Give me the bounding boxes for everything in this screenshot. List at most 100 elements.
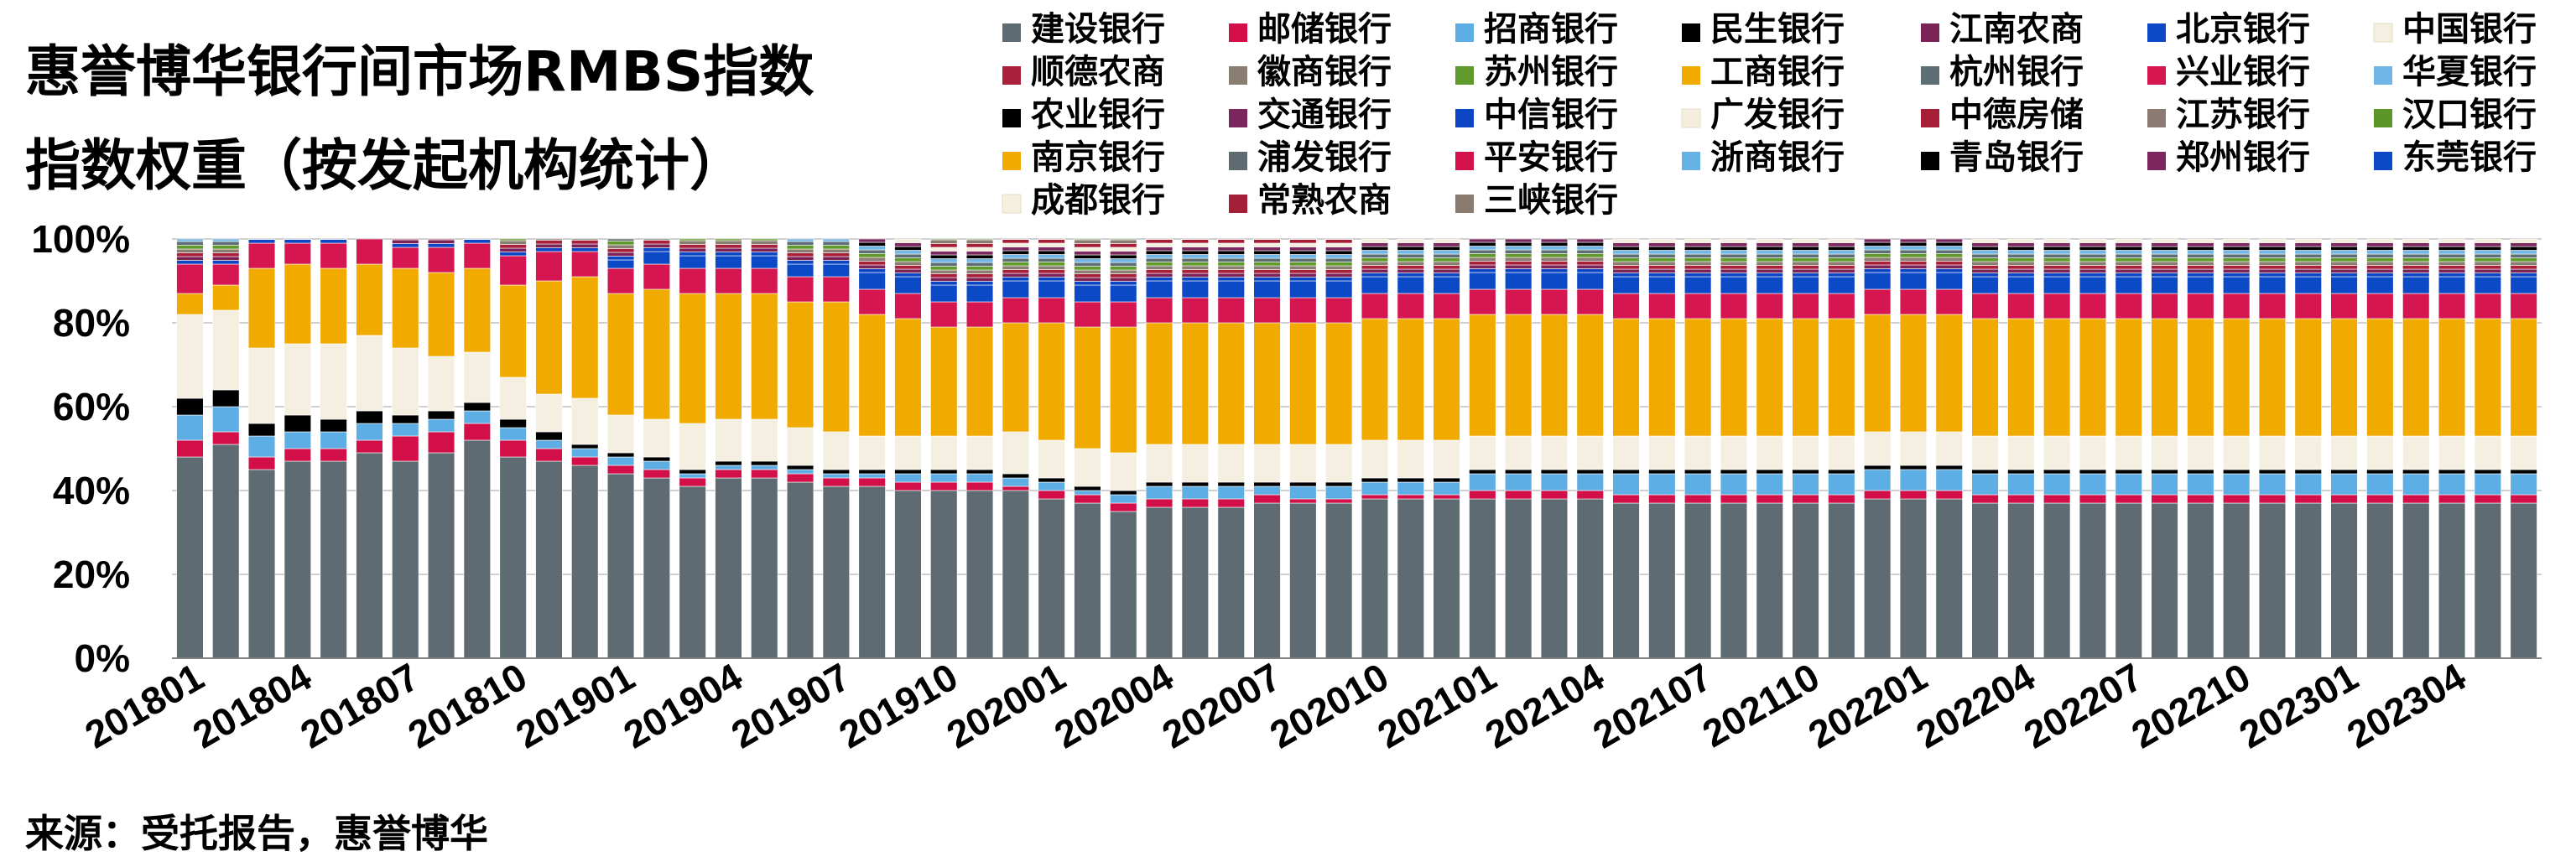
bar-segment [1505, 268, 1533, 273]
bar-segment [1648, 469, 1676, 475]
bar-segment [571, 243, 599, 248]
bar-stack [1576, 238, 1604, 659]
bar-segment [2366, 246, 2394, 251]
bar-segment [1971, 469, 1999, 475]
bar-segment [1002, 269, 1030, 274]
bar-segment [1612, 238, 1640, 243]
bar-segment [1074, 258, 1101, 263]
bar-segment [2402, 494, 2430, 504]
bar-segment [1181, 506, 1210, 659]
bar-segment [1864, 288, 1892, 315]
bar-segment [2294, 469, 2322, 475]
bar-segment [2258, 473, 2287, 496]
bar-segment [320, 267, 347, 345]
bar-segment [1181, 280, 1210, 299]
bar-stack [392, 238, 419, 659]
bar-segment [2258, 273, 2287, 278]
bar-segment [1648, 238, 1676, 243]
bar-segment [1181, 254, 1210, 259]
bar-segment [1756, 293, 1783, 319]
bar-segment [1899, 268, 1928, 273]
bar-segment [2151, 238, 2178, 243]
bar-segment [1828, 257, 1855, 262]
bar-segment [1756, 265, 1783, 270]
bar-segment [751, 477, 778, 659]
bar-segment [1325, 257, 1353, 262]
bar-segment [1792, 250, 1819, 255]
bar-segment [1720, 276, 1748, 294]
bar-segment [2187, 238, 2214, 243]
bar-segment [212, 248, 240, 253]
bar-segment [1576, 249, 1604, 254]
bar-segment [2474, 242, 2502, 247]
bar-segment [1110, 269, 1137, 274]
bar-segment [2151, 473, 2178, 496]
bar-segment [535, 243, 563, 248]
bar-segment [2474, 469, 2502, 475]
bar-segment [643, 238, 671, 241]
bar-segment [822, 241, 851, 246]
bar-segment [822, 238, 851, 242]
legend-item: 汉口银行 [2374, 96, 2537, 134]
x-tick-label: 202010 [1262, 655, 1396, 757]
bar-segment [2043, 318, 2071, 437]
bar-segment [1828, 261, 1855, 266]
bar-segment [1289, 481, 1317, 487]
legend-label: 华夏银行 [2402, 53, 2537, 91]
bar-segment [463, 351, 492, 403]
bar-segment [176, 238, 204, 242]
bar-segment [1145, 250, 1174, 255]
bar-segment [1864, 465, 1892, 470]
bar-segment [2007, 253, 2035, 258]
bar-segment [858, 257, 886, 262]
bar-segment [2079, 268, 2107, 273]
bar-segment [822, 248, 851, 253]
bar-segment [606, 465, 635, 475]
bar-segment [284, 343, 312, 416]
bar-segment [1325, 250, 1353, 255]
bar-segment [1576, 238, 1604, 243]
bar-segment [499, 418, 527, 428]
bar-segment [1002, 477, 1030, 487]
bar-segment [1110, 251, 1137, 256]
bar-segment [679, 293, 706, 424]
bar-segment [1756, 494, 1783, 504]
bar-segment [2115, 273, 2142, 278]
bar-stack [1684, 238, 1712, 659]
legend-item: 中德房储 [1921, 96, 2084, 134]
bar-segment [320, 343, 347, 420]
bar-segment [1576, 272, 1604, 290]
bar-segment [2258, 253, 2287, 258]
bar-segment [212, 241, 240, 246]
legend-swatch [1455, 195, 1474, 213]
bar-segment [679, 247, 706, 252]
bar-segment [1253, 265, 1281, 270]
bar-segment [1325, 297, 1353, 324]
chart-title: 惠誉博华银行间市场RMBS指数 指数权重（按发起机构统计） [25, 25, 990, 213]
bar-segment [1361, 293, 1389, 319]
bar-segment [212, 389, 240, 408]
bar-segment [965, 469, 994, 475]
bar-segment [606, 252, 635, 257]
bar-segment [176, 256, 204, 261]
x-tick-label: 201807 [293, 655, 426, 757]
bar-segment [427, 243, 455, 248]
bar-segment [751, 293, 778, 420]
bar-segment [2115, 318, 2142, 437]
bar-segment [1899, 272, 1928, 290]
bar-segment [2007, 502, 2035, 659]
bar-segment [822, 469, 851, 475]
bar-segment [571, 251, 599, 278]
bar-segment [2258, 293, 2287, 319]
bar-segment [1110, 238, 1137, 241]
bar-segment [930, 281, 958, 286]
bar-segment [1217, 250, 1245, 255]
bar-segment [1038, 322, 1065, 441]
bar-segment [1505, 261, 1533, 266]
bar-segment [2115, 246, 2142, 251]
bar-segment [1433, 257, 1460, 262]
bar-segment [1289, 239, 1317, 244]
bar-segment [1792, 268, 1819, 273]
bar-segment [212, 252, 240, 257]
bar-stack [1899, 238, 1928, 659]
